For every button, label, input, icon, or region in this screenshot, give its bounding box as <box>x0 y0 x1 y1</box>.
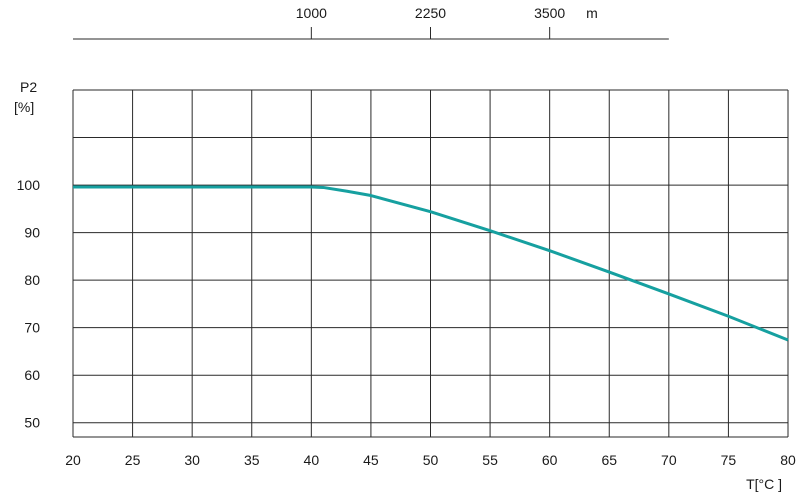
x-tick-label: 20 <box>65 452 81 468</box>
x-tick-label: 60 <box>542 452 558 468</box>
x-tick-label: 80 <box>780 452 796 468</box>
y-tick-label: 100 <box>17 177 41 193</box>
y-tick-label: 50 <box>24 415 40 431</box>
x-tick-label: 50 <box>423 452 439 468</box>
altitude-axis-unit: m <box>586 5 598 21</box>
y-tick-label: 80 <box>24 272 40 288</box>
x-tick-label: 35 <box>244 452 260 468</box>
x-tick-label: 75 <box>721 452 737 468</box>
grid <box>72 89 789 438</box>
x-axis-label: T[°C ] <box>746 476 782 492</box>
x-tick-label: 55 <box>482 452 498 468</box>
x-tick-label: 30 <box>184 452 200 468</box>
y-axis-label-line1: P2 <box>20 79 37 95</box>
y-tick-label: 60 <box>24 367 40 383</box>
x-tick-label: 45 <box>363 452 379 468</box>
x-tick-label: 25 <box>125 452 141 468</box>
y-tick-labels: 50 60 70 80 90 100 <box>17 177 41 431</box>
altitude-tick-label: 1000 <box>296 5 327 21</box>
y-tick-label: 90 <box>24 225 40 241</box>
x-tick-label: 40 <box>304 452 320 468</box>
altitude-axis: m 1000 2250 3500 <box>73 5 669 40</box>
y-axis-label-line2: [%] <box>14 99 34 115</box>
altitude-tick-label: 3500 <box>534 5 565 21</box>
y-tick-label: 70 <box>24 320 40 336</box>
series-group <box>73 185 789 342</box>
x-tick-label: 70 <box>661 452 677 468</box>
x-tick-label: 65 <box>601 452 617 468</box>
x-tick-labels: 20 25 30 35 40 45 50 55 60 65 70 75 80 <box>65 452 796 468</box>
altitude-tick-label: 2250 <box>415 5 446 21</box>
series-line <box>73 185 789 342</box>
